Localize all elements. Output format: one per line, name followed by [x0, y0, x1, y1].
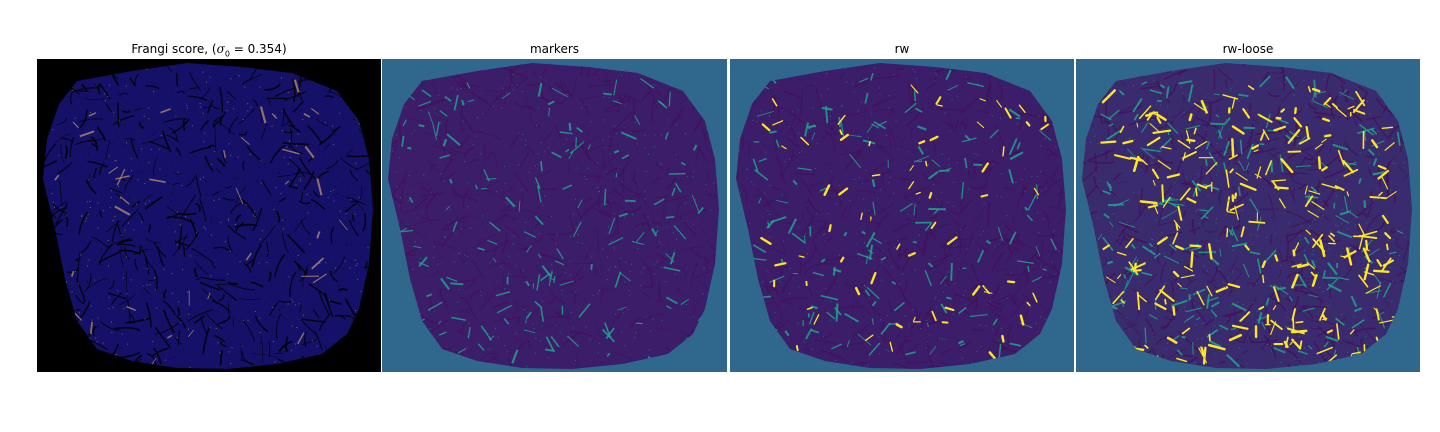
panel-title-frangi: Frangi score, (σ0 = 0.354)	[131, 42, 287, 59]
frangi-score-image	[37, 59, 381, 372]
panel-title-markers: markers	[529, 42, 580, 56]
rw-loose-image	[1076, 59, 1420, 372]
panel-title-rw-loose: rw-loose	[1222, 42, 1274, 56]
panel-title-rw: rw	[894, 42, 910, 56]
rw-image	[730, 59, 1074, 372]
markers-image	[382, 59, 727, 372]
